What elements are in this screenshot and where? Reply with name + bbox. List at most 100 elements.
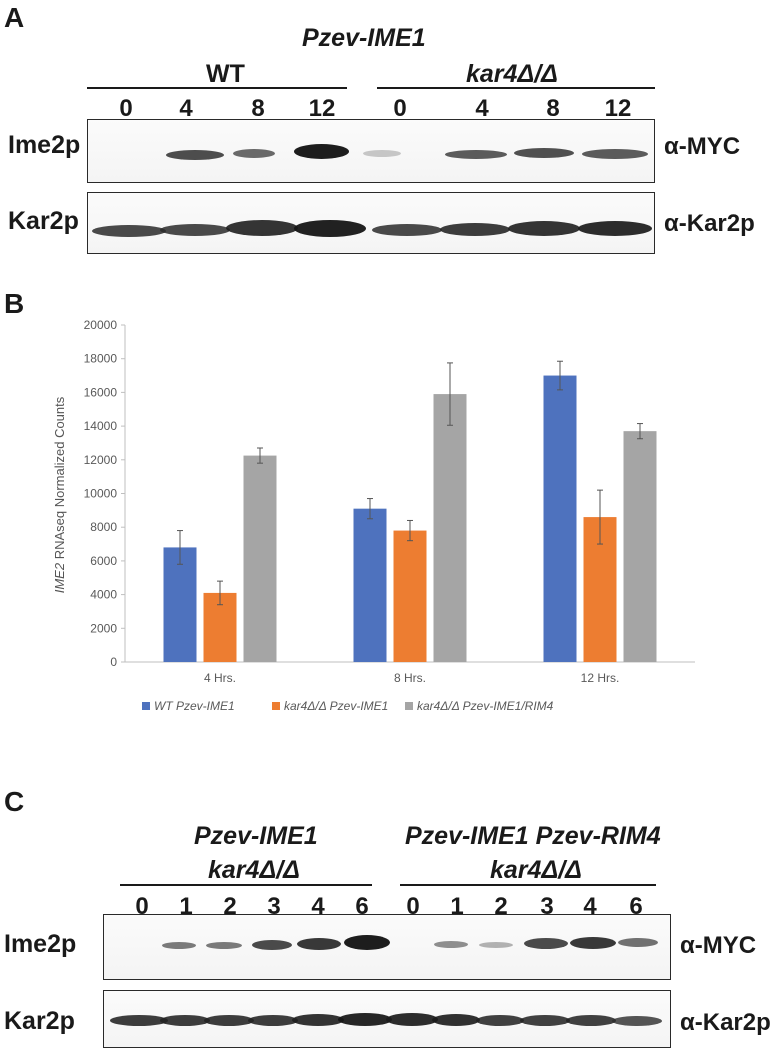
y-tick-label: 6000 xyxy=(90,554,117,568)
y-tick-label: 8000 xyxy=(90,520,117,534)
panel-c-lane-label: 6 xyxy=(355,893,369,920)
legend-swatch xyxy=(405,702,413,710)
western-band xyxy=(166,150,224,160)
y-tick-label: 4000 xyxy=(90,588,117,602)
panel-c-lane-label: 3 xyxy=(540,893,554,920)
panel-a-row-ime2p-antibody: α-MYC xyxy=(664,133,741,160)
legend-label: WT Pzev-IME1 xyxy=(154,699,235,713)
legend-swatch xyxy=(272,702,280,710)
panel-c-group1-line1: Pzev-IME1 xyxy=(194,822,318,850)
panel-c-row-ime2p-label: Ime2p xyxy=(4,930,77,958)
panel-a-ime2p-blot xyxy=(87,119,655,183)
western-band xyxy=(432,1014,480,1026)
y-axis-title: IME2 RNAseq Normalized Counts xyxy=(52,396,67,593)
western-band xyxy=(372,224,442,236)
panel-c-letter: C xyxy=(4,786,25,817)
panel-a-group-wt-line xyxy=(87,87,347,89)
western-band xyxy=(110,1015,168,1026)
western-band xyxy=(162,942,196,949)
western-band xyxy=(570,937,616,949)
panel-a-lane-label: 4 xyxy=(179,95,193,122)
panel-c-lane-label: 1 xyxy=(450,893,464,920)
panel-c-ime2p-blot xyxy=(103,914,671,980)
x-tick-label: 12 Hrs. xyxy=(581,671,620,685)
legend-label: kar4Δ/Δ Pzev-IME1 xyxy=(284,699,388,713)
western-band xyxy=(445,150,507,159)
western-band xyxy=(204,1015,254,1026)
panel-c-row-ime2p-antibody: α-MYC xyxy=(680,932,757,959)
panel-a-lane-label: 0 xyxy=(393,95,407,122)
western-band xyxy=(440,223,510,236)
panel-c-lane-label: 6 xyxy=(629,893,643,920)
western-band xyxy=(618,938,658,947)
panel-c-lane-label: 3 xyxy=(267,893,281,920)
western-band xyxy=(476,1015,524,1026)
western-band xyxy=(363,150,401,157)
y-tick-label: 12000 xyxy=(84,453,118,467)
legend-swatch xyxy=(142,702,150,710)
panel-c-group2-line xyxy=(400,884,656,886)
western-band xyxy=(338,1013,392,1026)
y-tick-label: 16000 xyxy=(84,385,118,399)
western-band xyxy=(160,1015,210,1026)
western-band xyxy=(578,221,652,236)
western-band xyxy=(92,225,166,237)
panel-c-lane-label: 1 xyxy=(179,893,193,920)
panel-a-lane-label: 4 xyxy=(475,95,489,122)
western-band xyxy=(344,935,390,950)
x-axis-labels: 4 Hrs. 8 Hrs. 12 Hrs. xyxy=(204,671,619,685)
western-band xyxy=(566,1015,616,1026)
panel-c-row-kar2p-antibody: α-Kar2p xyxy=(680,1009,771,1036)
panel-c-group1-line2: kar4Δ/Δ xyxy=(208,856,300,884)
western-band xyxy=(292,1014,344,1026)
panel-a-lane-label: 12 xyxy=(604,95,632,122)
y-tick-label: 0 xyxy=(110,655,117,669)
y-tick-label: 14000 xyxy=(84,419,118,433)
x-tick-label: 8 Hrs. xyxy=(394,671,426,685)
panel-c-group1-line xyxy=(120,884,372,886)
y-tick-label: 18000 xyxy=(84,352,118,366)
western-band xyxy=(160,224,230,236)
western-band xyxy=(226,220,298,236)
panel-a-lane-label: 12 xyxy=(308,95,336,122)
panel-c-lane-label: 4 xyxy=(311,893,325,920)
panel-a-row-kar2p-antibody: α-Kar2p xyxy=(664,210,755,237)
bar xyxy=(543,375,577,662)
western-band xyxy=(520,1015,570,1026)
panel-a-lane-label: 8 xyxy=(251,95,265,122)
panel-c-group2-line1: Pzev-IME1 Pzev-RIM4 xyxy=(405,822,661,850)
western-band xyxy=(612,1016,662,1026)
western-band xyxy=(252,940,292,950)
western-band xyxy=(297,938,341,950)
western-band xyxy=(206,942,242,949)
panel-c-lane-label: 2 xyxy=(223,893,237,920)
western-band xyxy=(479,942,513,948)
western-band xyxy=(434,941,468,948)
western-band xyxy=(508,221,580,236)
y-tick-label: 20000 xyxy=(84,318,118,332)
panel-c-lane-label: 0 xyxy=(406,893,420,920)
panel-c-kar2p-blot xyxy=(103,990,671,1048)
panel-c-lane-label: 4 xyxy=(583,893,597,920)
western-band xyxy=(233,149,275,158)
x-tick-label: 4 Hrs. xyxy=(204,671,236,685)
legend-label: kar4Δ/Δ Pzev-IME1/RIM4 xyxy=(417,699,554,713)
bar-series xyxy=(163,360,657,662)
panel-a-title: Pzev-IME1 xyxy=(302,24,426,52)
panel-c-lane-label: 0 xyxy=(135,893,149,920)
y-tick-label: 2000 xyxy=(90,621,117,635)
western-band xyxy=(294,220,366,237)
western-band xyxy=(524,938,568,949)
panel-c-group2-line2: kar4Δ/Δ xyxy=(490,856,582,884)
panel-a-kar2p-blot xyxy=(87,192,655,254)
panel-a-group-kar4-line xyxy=(377,87,655,89)
bar xyxy=(433,394,467,662)
panel-a-lane-label: 0 xyxy=(119,95,133,122)
western-band xyxy=(582,149,648,159)
western-band xyxy=(248,1015,298,1026)
y-tick-label: 10000 xyxy=(84,487,118,501)
bar xyxy=(623,431,657,662)
panel-a-lane-label: 8 xyxy=(546,95,560,122)
panel-c-row-kar2p-label: Kar2p xyxy=(4,1007,75,1035)
